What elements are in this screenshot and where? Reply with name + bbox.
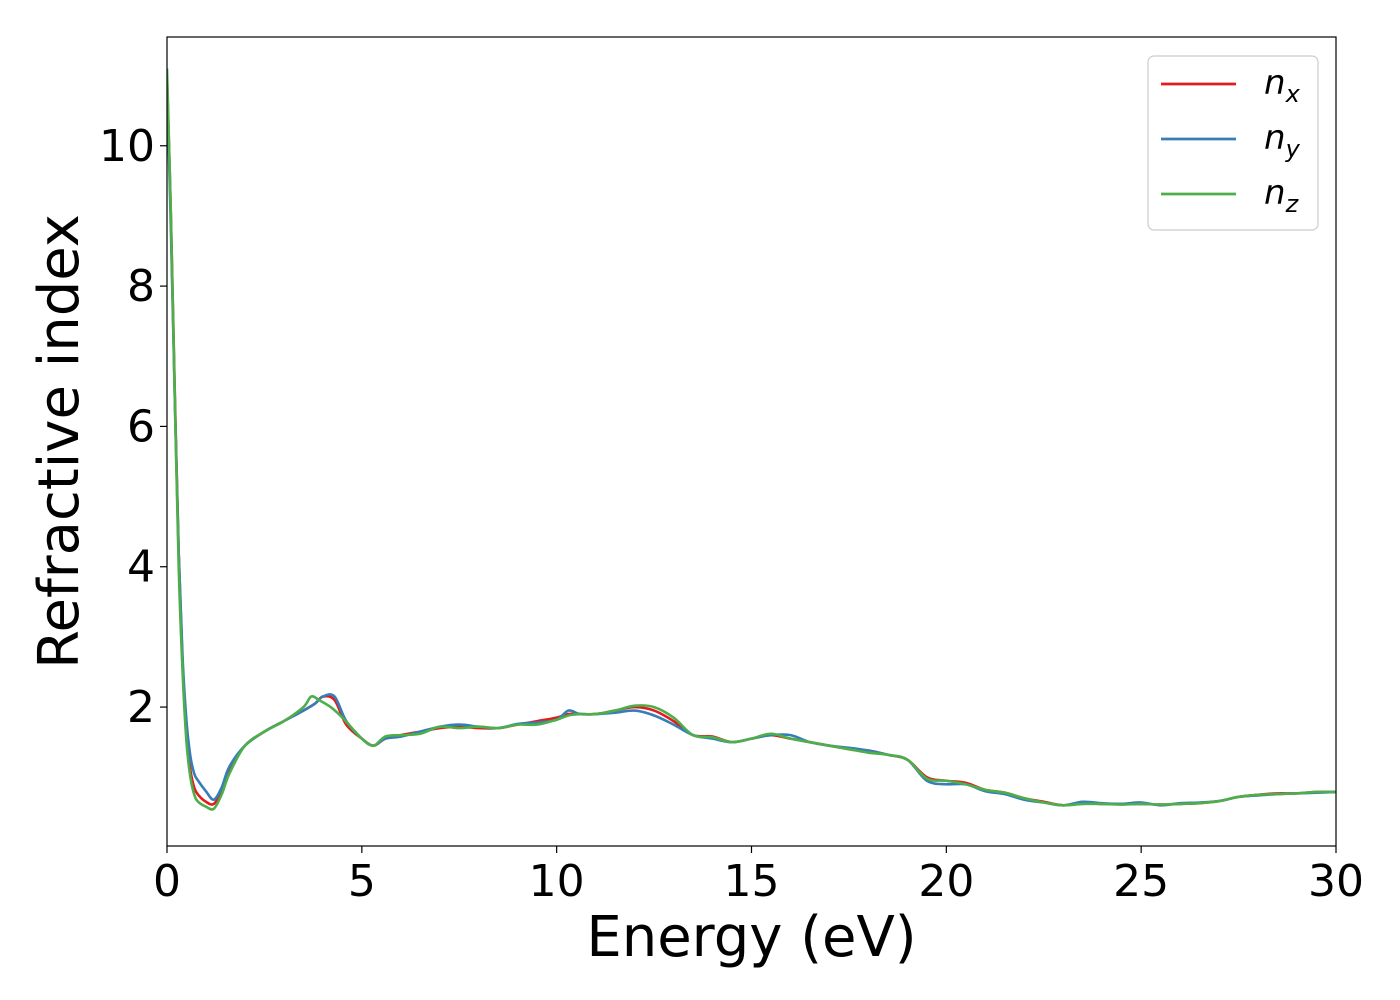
x-tick-label: 15: [724, 856, 780, 907]
series-line-z: [167, 68, 1336, 811]
x-tick-label: 5: [348, 856, 376, 907]
legend-label-main: n: [1264, 63, 1286, 103]
x-tick-label: 0: [153, 856, 181, 907]
legend-label-subscript: z: [1285, 190, 1300, 218]
y-tick-label: 4: [127, 542, 155, 593]
legend-label-subscript: x: [1285, 80, 1301, 108]
legend-label-main: n: [1264, 118, 1286, 158]
x-axis-ticks: 0 5 10 15 20 25 30: [153, 846, 1364, 907]
x-axis-title: Energy (eV): [586, 905, 916, 970]
y-tick-label: 8: [127, 261, 155, 312]
legend-box: [1147, 55, 1319, 231]
x-tick-label: 20: [918, 856, 974, 907]
x-tick-label: 30: [1308, 856, 1364, 907]
y-axis-title: Refractive index: [27, 214, 92, 669]
legend-label-z: nz: [1264, 173, 1300, 218]
y-tick-label: 6: [127, 401, 155, 452]
y-tick-label: 2: [127, 682, 155, 733]
x-tick-label: 10: [529, 856, 585, 907]
y-axis-ticks: 2 4 6 8 10: [99, 121, 167, 733]
series-layer: [167, 68, 1336, 811]
legend-label-x: nx: [1264, 63, 1301, 108]
legend-label-y: ny: [1264, 118, 1301, 163]
legend-label-main: n: [1264, 173, 1286, 213]
x-tick-label: 25: [1113, 856, 1169, 907]
legend-label-subscript: y: [1285, 135, 1301, 163]
y-tick-label: 10: [99, 121, 155, 172]
